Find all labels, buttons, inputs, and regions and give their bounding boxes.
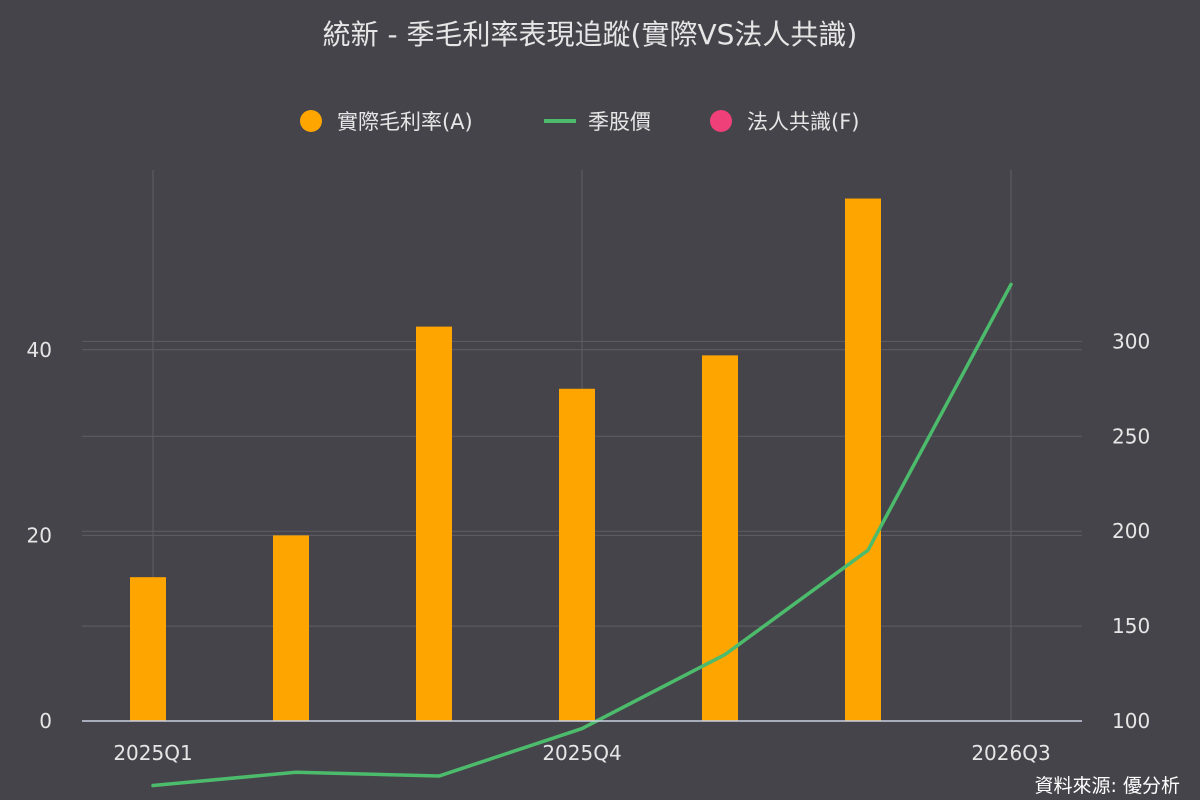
tick-labels: 0 20 40 100 150 200 250 300 2025Q1 2025Q4 2026Q3 xyxy=(27,329,1151,765)
x-tick-2026Q3: 2026Q3 xyxy=(971,741,1050,765)
legend-label: 季股價 xyxy=(588,110,651,134)
legend-item-2[interactable]: 法人共識(F) xyxy=(710,110,859,134)
x-tick-2025Q1: 2025Q1 xyxy=(113,741,192,765)
legend-label: 法人共識(F) xyxy=(747,110,859,134)
bar-2026Q1 xyxy=(702,355,738,721)
y-left-tick: 40 xyxy=(27,338,52,362)
chart-legend[interactable]: 實際毛利率(A) 季股價 法人共識(F) xyxy=(300,110,859,134)
legend-label: 實際毛利率(A) xyxy=(337,110,473,134)
bar-series xyxy=(130,198,881,721)
bar-2025Q3 xyxy=(416,326,452,721)
y-left-tick: 20 xyxy=(27,523,52,547)
y-right-tick: 150 xyxy=(1112,614,1150,638)
source-label: 資料來源: 優分析 xyxy=(1035,775,1180,797)
bar-2025Q4 xyxy=(559,388,595,721)
bar-2025Q2 xyxy=(273,535,309,721)
price-line xyxy=(151,282,1013,788)
line-series xyxy=(151,282,1013,788)
chart-title: 統新 - 季毛利率表現追蹤(實際VS法人共識) xyxy=(323,18,858,51)
x-tick-2025Q4: 2025Q4 xyxy=(542,741,621,765)
bar-2026Q2 xyxy=(845,198,881,721)
y-right-tick: 250 xyxy=(1112,424,1150,448)
legend-item-0[interactable]: 實際毛利率(A) xyxy=(300,110,473,134)
y-left-tick: 0 xyxy=(39,709,52,733)
y-right-tick: 100 xyxy=(1112,709,1150,733)
bar-2025Q1 xyxy=(130,577,166,721)
legend-marker xyxy=(300,110,322,132)
legend-item-1[interactable]: 季股價 xyxy=(544,110,651,134)
y-right-tick: 200 xyxy=(1112,519,1150,543)
legend-marker xyxy=(710,110,732,132)
y-right-tick: 300 xyxy=(1112,329,1150,353)
